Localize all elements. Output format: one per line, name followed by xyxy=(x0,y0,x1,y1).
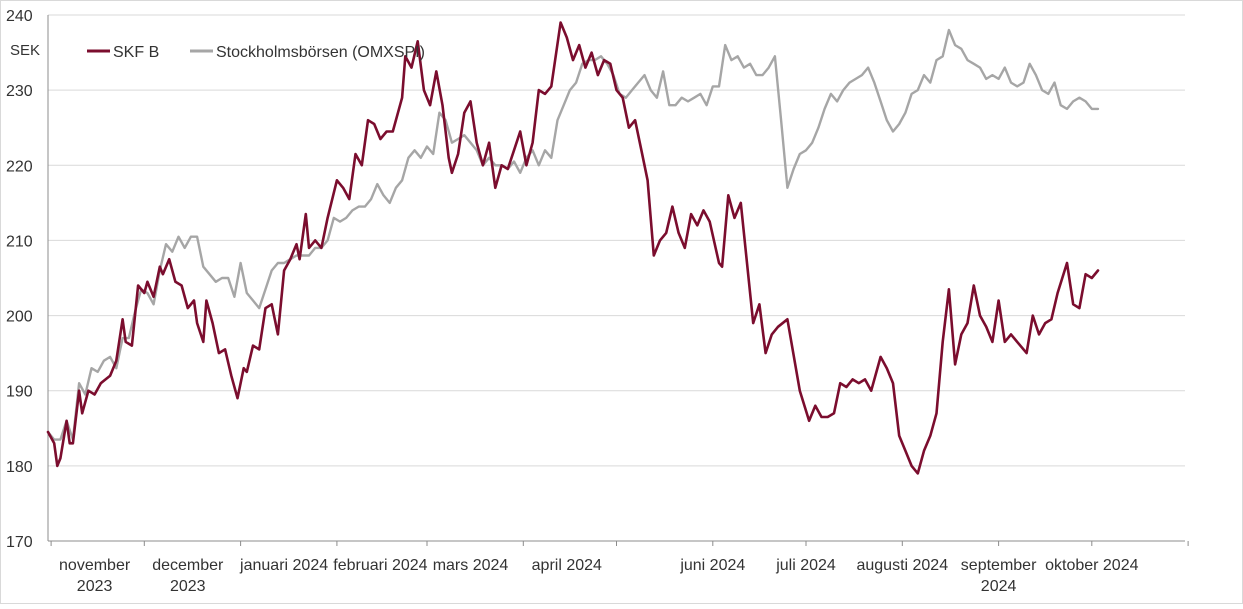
legend-label-omxspi: Stockholmsbörsen (OMXSPI) xyxy=(216,44,425,61)
y-tick-label-180: 180 xyxy=(6,459,33,476)
x-tick-label-0-year: 2023 xyxy=(77,578,113,595)
x-tick-label-4: mars 2024 xyxy=(433,557,509,574)
x-tick-label-5: april 2024 xyxy=(532,557,602,574)
y-tick-label-190: 190 xyxy=(6,384,33,401)
series-lines xyxy=(46,21,1100,475)
legend-label-skf: SKF B xyxy=(113,44,159,61)
tick-labels: 170 180 190 200 210 220 230 240 november 2023 dece… xyxy=(6,8,1139,595)
x-tick-label-3: februari 2024 xyxy=(333,557,427,574)
x-tick-label-2: januari 2024 xyxy=(239,557,328,574)
y-unit-label: SEK xyxy=(10,42,40,59)
x-tick-label-10: oktober 2024 xyxy=(1045,557,1139,574)
x-tick-label-8: augusti 2024 xyxy=(856,557,948,574)
series-line-skf-b xyxy=(46,21,1100,475)
x-tick-label-1-year: 2023 xyxy=(170,578,206,595)
axes xyxy=(47,15,1189,546)
y-tick-label-200: 200 xyxy=(6,309,33,326)
x-tick-label-9-year: 2024 xyxy=(981,578,1017,595)
x-tick-label-1: december xyxy=(152,557,224,574)
legend: SKF B Stockholmsbörsen (OMXSPI) xyxy=(87,44,425,61)
x-tick-label-9: september xyxy=(961,557,1037,574)
y-tick-label-230: 230 xyxy=(6,83,33,100)
series-line-omxspi xyxy=(46,28,1100,441)
y-tick-label-220: 220 xyxy=(6,158,33,175)
x-tick-label-7: juli 2024 xyxy=(775,557,836,574)
y-tick-label-170: 170 xyxy=(6,534,33,551)
x-tick-label-0: november xyxy=(59,557,131,574)
y-tick-label-210: 210 xyxy=(6,233,33,250)
x-tick-label-6: juni 2024 xyxy=(679,557,745,574)
y-tick-label-240: 240 xyxy=(6,8,33,25)
